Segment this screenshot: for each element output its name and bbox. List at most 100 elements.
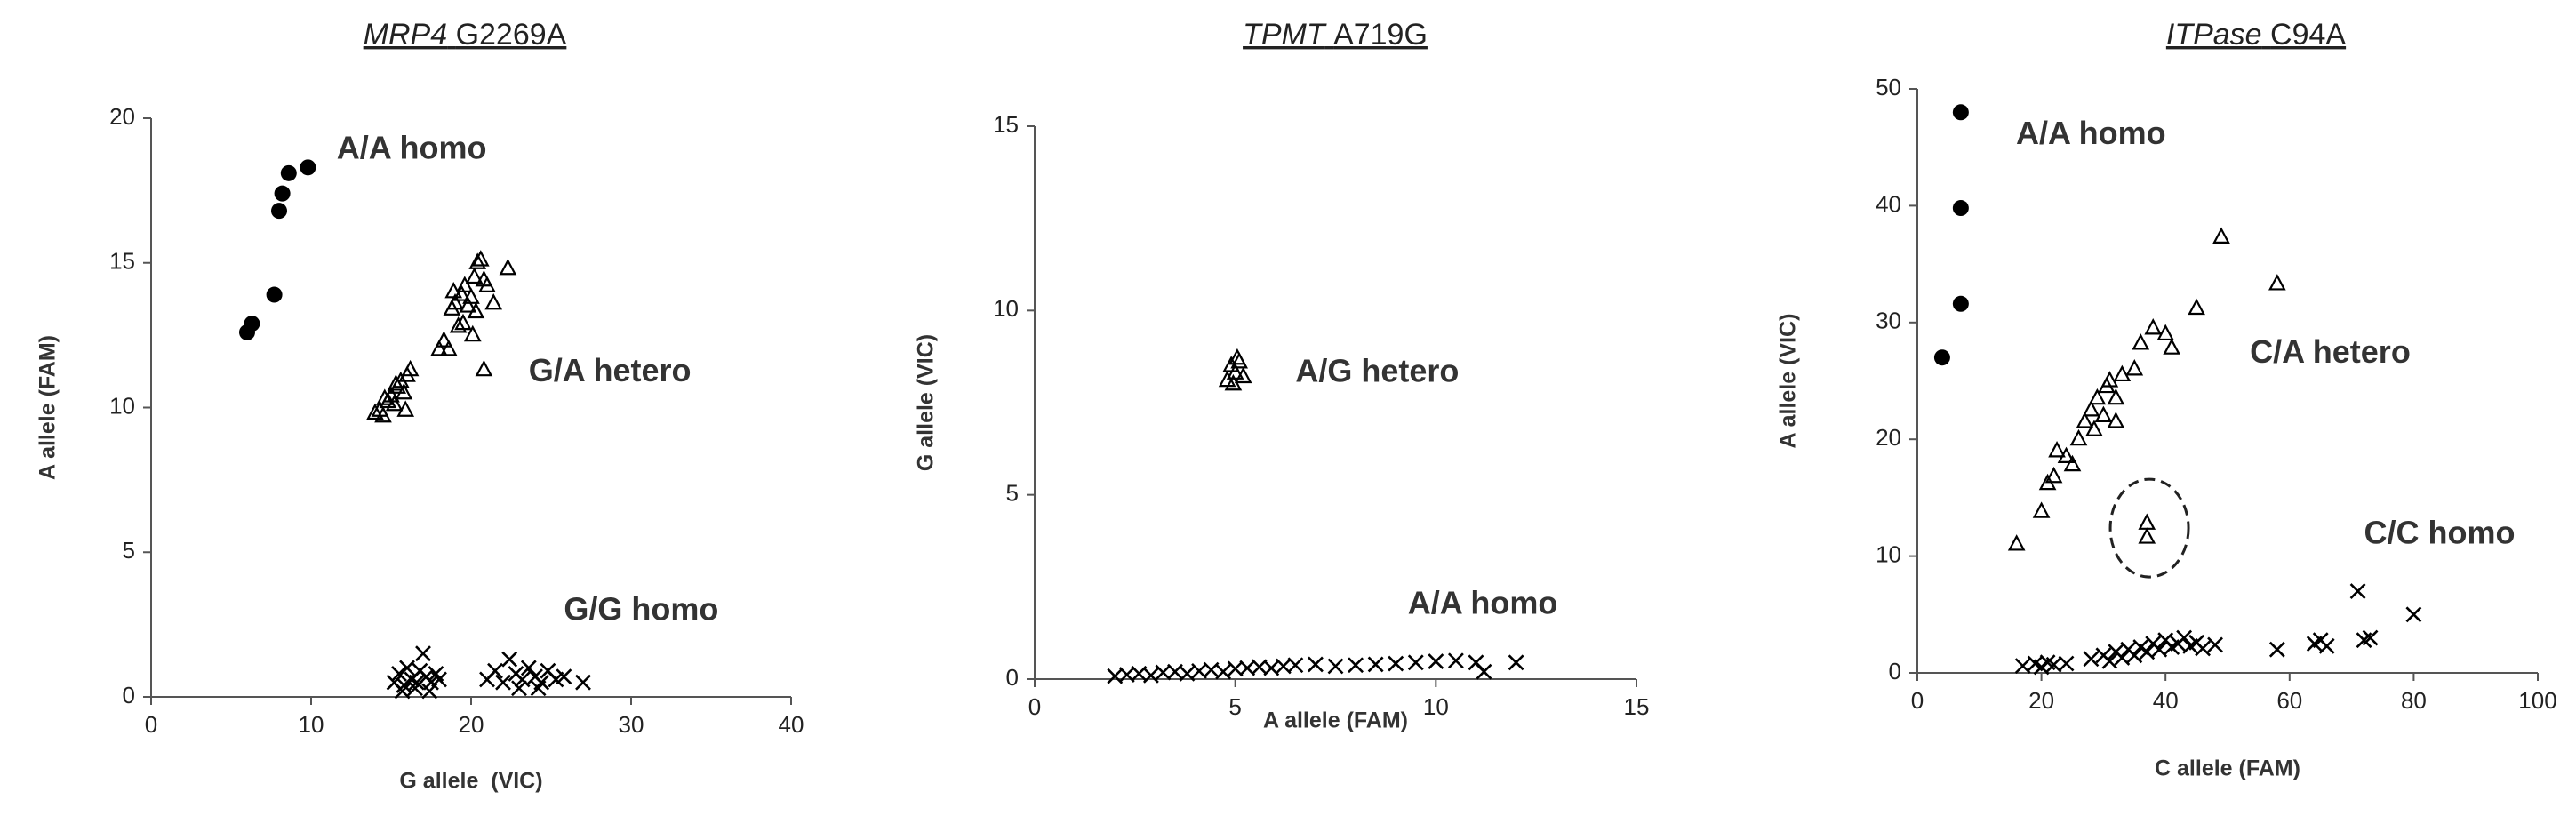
point [511,680,527,697]
point [2007,534,2026,551]
point [1508,654,1524,671]
point [2125,359,2144,376]
point [501,651,518,668]
point [2138,513,2156,530]
point [2032,501,2051,518]
title-space [447,18,455,52]
cluster-label: A/G hetero [1295,352,1459,388]
title-variant: C94A [2270,18,2346,52]
point [2094,405,2113,423]
x-tick-label: 0 [1028,693,1041,720]
point [395,382,413,400]
point [408,674,425,691]
point [1348,657,1364,674]
x-tick-label: 80 [2401,687,2427,714]
point [2014,658,2031,675]
point [430,340,448,356]
point [2114,649,2131,666]
point [2083,651,2100,668]
point [1308,656,1324,673]
point [556,668,572,685]
point [2044,466,2063,484]
point [274,185,291,202]
point [2085,420,2103,436]
cluster-label: G/G homo [564,590,718,627]
point [431,671,447,688]
point [394,683,411,700]
y-tick-label: 30 [1876,308,1901,334]
scatter-chart: ITPase C94A 0 20 40 60 80 100 0 10 20 30 40 50 C alle… [1776,18,2557,781]
point [2076,412,2094,428]
title-gene: TPMT [1243,18,1327,52]
point [1952,104,1969,121]
point [387,374,405,391]
point [459,296,477,313]
point [1952,295,1969,312]
point [465,267,484,284]
y-tick-label: 0 [1006,664,1019,691]
x-tick-label: 0 [145,711,157,738]
x-tick-label: 5 [1228,693,1241,720]
cluster-label: A/A homo [2016,115,2166,151]
x-tick-label: 20 [2028,687,2054,714]
point [2113,364,2132,382]
point [2132,333,2150,350]
point [401,359,420,377]
cluster-label: A/A homo [337,129,487,165]
y-axis-label: A allele (FAM) [36,335,60,480]
x-tick-label: 15 [1624,693,1650,720]
point [2069,428,2088,446]
y-tick-label: 10 [109,392,135,419]
point [280,164,297,181]
point [575,674,591,691]
point [1179,665,1196,682]
point [2138,527,2156,544]
y-axis-label: G allele (VIC) [914,334,939,471]
point [2057,446,2076,464]
point [2349,583,2366,599]
point [2126,647,2143,664]
point [1447,652,1464,669]
cluster-label: C/A hetero [2250,333,2411,370]
point [2188,298,2205,316]
point [495,674,511,691]
y-tick-label: 0 [1889,658,1901,684]
y-tick-label: 50 [1876,74,1901,100]
scatter-chart: MRP4 G2269A 0 10 20 30 40 0 5 10 15 20 G allele (VI… [36,18,804,794]
point [1428,653,1444,670]
x-tick-label: 10 [299,711,324,738]
point [475,359,493,377]
y-tick-label: 5 [123,537,135,564]
point [468,252,487,269]
point [1367,656,1384,673]
point [2156,324,2175,341]
chart-title: MRP4 G2269A [364,18,567,52]
point [421,683,438,700]
point [1476,663,1492,680]
y-tick-label: 0 [123,682,135,708]
point [266,286,283,303]
point [1287,657,1304,674]
point [1952,200,1969,217]
point [530,680,547,697]
y-tick-label: 10 [1876,540,1901,567]
point [2088,388,2107,405]
point [514,671,531,688]
point [2212,227,2230,244]
y-tick-label: 15 [993,111,1019,138]
y-tick-label: 5 [1006,480,1019,507]
point [2048,441,2066,458]
point [1228,348,1246,365]
point [2151,641,2168,658]
point [449,316,468,333]
scatter-chart: TPMT A719G 0 5 10 15 0 5 10 15 A allele (FAM) G al… [914,18,1650,733]
point [1327,658,1344,675]
x-axis-label: A allele (FAM) [1263,708,1408,733]
point [1388,655,1404,672]
point [444,281,463,299]
x-tick-label: 0 [1911,687,1924,714]
point [415,645,431,662]
x-tick-label: 10 [1423,693,1449,720]
point [2195,640,2211,657]
point [2100,371,2119,388]
